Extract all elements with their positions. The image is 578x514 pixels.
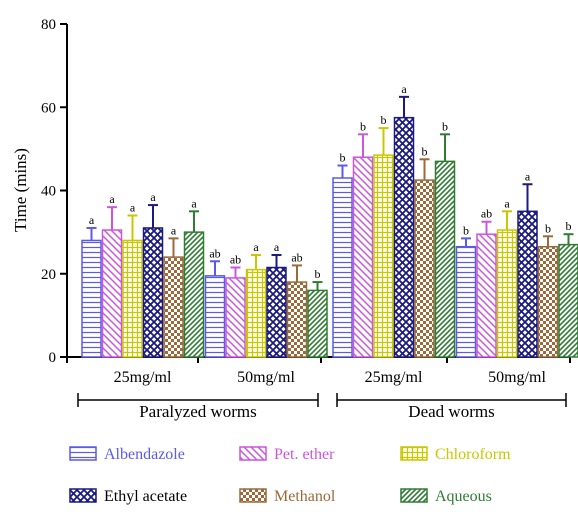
bar	[455, 245, 477, 358]
bar	[122, 239, 143, 358]
significance-label: a	[504, 196, 510, 210]
significance-label: a	[171, 223, 177, 237]
significance-label: b	[381, 113, 387, 127]
y-tick-label: 80	[41, 17, 56, 33]
legend-label: Chloroform	[435, 446, 511, 463]
bar	[476, 233, 497, 358]
legend-label: Pet. ether	[274, 446, 335, 463]
bar	[142, 227, 164, 358]
significance-label: ab	[230, 253, 241, 267]
bar	[414, 179, 435, 358]
legend-label: Albendazole	[104, 446, 185, 463]
group-label: Dead worms	[408, 402, 494, 421]
bar	[517, 210, 538, 358]
bar	[393, 116, 415, 358]
legend-label: Aqueous	[435, 488, 492, 505]
significance-label: a	[253, 240, 259, 254]
legend-swatch	[400, 446, 428, 461]
bar	[496, 229, 518, 358]
legend: Albendazole Pet. ether Chloroform Ethyl ace…	[69, 446, 511, 505]
group-label: Paralyzed worms	[139, 402, 257, 421]
y-tick-label: 40	[41, 184, 56, 200]
bar	[225, 277, 246, 358]
bar	[558, 243, 578, 358]
significance-label: b	[340, 151, 346, 165]
significance-label: b	[545, 221, 551, 235]
significance-label: b	[360, 119, 366, 133]
significance-label: a	[191, 196, 197, 210]
bar	[352, 156, 374, 358]
y-axis-label: Time (mins)	[11, 148, 30, 232]
significance-label: b	[566, 219, 572, 233]
significance-label: a	[274, 240, 280, 254]
significance-label: a	[150, 190, 156, 204]
category-label: 25mg/ml	[365, 369, 423, 386]
y-tick-label: 0	[49, 350, 57, 366]
bars	[81, 116, 578, 358]
legend-label: Methanol	[274, 488, 336, 505]
significance-label: ab	[481, 207, 492, 221]
significance-label: a	[525, 169, 531, 183]
significance-label: b	[463, 223, 469, 237]
bar	[373, 154, 394, 358]
legend-label: Ethyl acetate	[104, 488, 187, 505]
significance-label: b	[315, 267, 321, 281]
bar	[245, 268, 267, 358]
bar	[204, 275, 226, 358]
significance-label: b	[422, 144, 428, 158]
significance-label: ab	[209, 246, 220, 260]
category-label: 25mg/ml	[114, 369, 172, 386]
bar	[163, 256, 184, 358]
bar	[332, 177, 353, 358]
y-tick-label: 20	[41, 267, 56, 283]
bar	[286, 281, 308, 358]
category-label: 50mg/ml	[237, 369, 295, 386]
axis-text: 0 20 40 60 80 Time (mins) 25mg/ml 50mg/ml 25mg/m…	[11, 17, 546, 421]
category-label: 50mg/ml	[488, 369, 546, 386]
bar	[183, 231, 205, 358]
legend-swatch	[69, 488, 97, 503]
legend-swatch	[69, 446, 97, 461]
significance-label: b	[442, 119, 448, 133]
significance-label: a	[89, 213, 95, 227]
significance-label: a	[130, 200, 136, 214]
bar	[101, 229, 123, 358]
significance-label: ab	[291, 250, 302, 264]
bar	[81, 239, 102, 358]
bar	[307, 289, 328, 358]
significance-label: a	[109, 192, 115, 206]
bar	[537, 245, 559, 358]
bar	[266, 266, 287, 358]
y-tick-label: 60	[41, 100, 56, 116]
bar	[434, 160, 456, 358]
significance-label: a	[401, 82, 407, 96]
legend-swatch	[239, 446, 267, 461]
legend-swatch	[239, 488, 267, 503]
error-bars	[86, 95, 574, 291]
legend-swatch	[400, 488, 428, 503]
